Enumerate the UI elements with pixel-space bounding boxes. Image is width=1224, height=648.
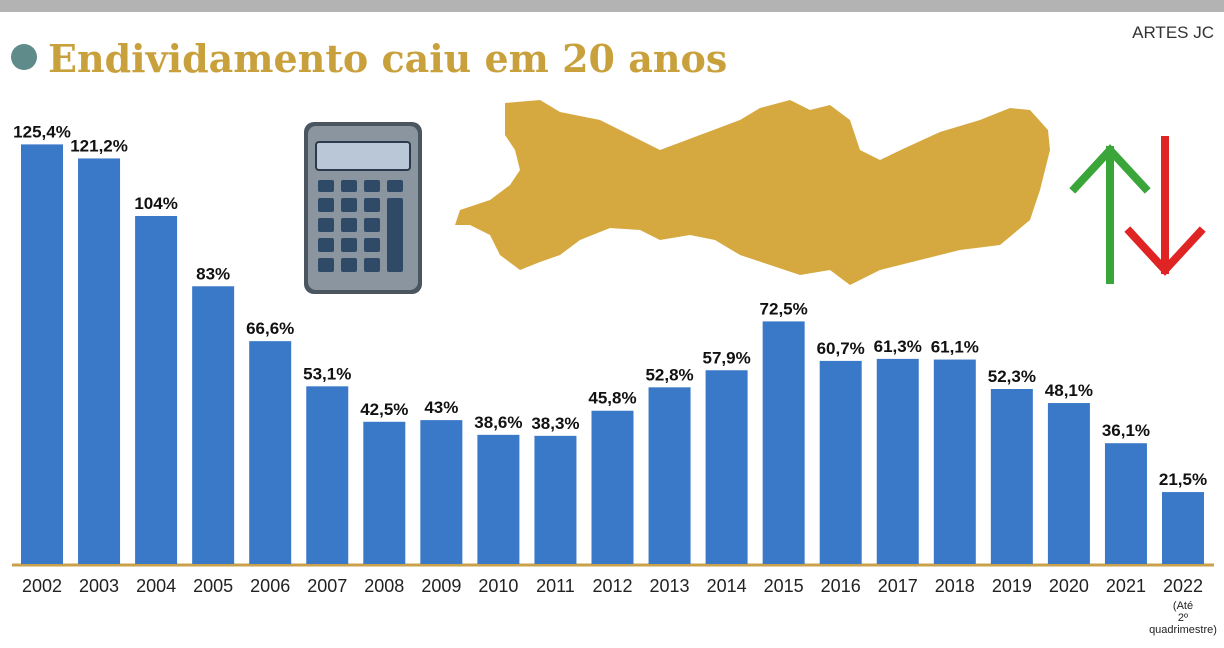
bar [363, 421, 406, 564]
bar [933, 359, 976, 564]
x-tick-label: 2012 [592, 576, 632, 596]
value-label: 125,4% [13, 122, 71, 141]
value-label: 72,5% [760, 299, 808, 318]
bar [819, 360, 862, 564]
bar [705, 370, 748, 564]
value-label: 121,2% [70, 136, 128, 155]
bar [78, 158, 121, 564]
map-shape [455, 100, 1050, 285]
x-note: (Até 2º quadrimestre) [1133, 600, 1224, 636]
x-tick-label: 2009 [421, 576, 461, 596]
bar [648, 387, 691, 564]
calculator-icon [304, 122, 422, 294]
bar [135, 216, 178, 564]
bar [534, 435, 577, 564]
top-band [0, 0, 1224, 12]
x-tick-label: 2008 [364, 576, 404, 596]
value-label: 52,8% [645, 365, 693, 384]
arrows-icon [1069, 136, 1206, 284]
bar [21, 144, 63, 564]
value-label: 21,5% [1159, 470, 1207, 489]
value-label: 61,1% [931, 338, 979, 357]
value-label: 45,8% [588, 389, 636, 408]
x-note-line: 2º [1177, 612, 1189, 624]
bar [1047, 403, 1090, 564]
value-label: 43% [424, 398, 458, 417]
x-tick-label: 2002 [22, 576, 62, 596]
title-bullet [11, 44, 37, 70]
bar [876, 358, 919, 564]
value-label: 60,7% [817, 339, 865, 358]
x-tick-label: 2004 [136, 576, 176, 596]
x-tick-label: 2011 [536, 576, 575, 596]
bar [192, 286, 235, 564]
bar [249, 341, 292, 564]
x-note-line: (Até [1172, 600, 1194, 612]
value-label: 53,1% [303, 364, 351, 383]
bar [420, 420, 463, 564]
value-label: 57,9% [702, 348, 750, 367]
x-tick-label: 2006 [250, 576, 290, 596]
x-tick-label: 2005 [193, 576, 233, 596]
bar [1104, 443, 1147, 564]
value-label: 36,1% [1102, 421, 1150, 440]
x-tick-label: 2010 [478, 576, 518, 596]
x-tick-label: 2014 [707, 576, 747, 596]
x-tick-label: 2020 [1049, 576, 1089, 596]
x-tick-label: 2018 [935, 576, 975, 596]
credit: ARTES JC [1132, 23, 1214, 42]
bar [477, 434, 520, 564]
bar [990, 388, 1033, 564]
value-label: 61,3% [874, 337, 922, 356]
value-label: 38,3% [531, 414, 579, 433]
value-label: 104% [134, 194, 177, 213]
bar [306, 386, 349, 564]
x-tick-label: 2007 [307, 576, 347, 596]
value-label: 48,1% [1045, 381, 1093, 400]
chart-title: Endividamento caiu em 20 anos [48, 36, 727, 81]
bar [762, 321, 805, 564]
value-label: 42,5% [360, 400, 408, 419]
x-tick-label: 2021 [1106, 576, 1146, 596]
value-label: 52,3% [988, 367, 1036, 386]
bar [591, 410, 634, 564]
x-tick-label: 2022 [1163, 576, 1203, 596]
x-tick-label: 2017 [878, 576, 918, 596]
x-tick-label: 2016 [821, 576, 861, 596]
value-label: 66,6% [246, 319, 294, 338]
x-note-line: quadrimestre) [1149, 624, 1217, 636]
x-tick-label: 2019 [992, 576, 1032, 596]
value-label: 83% [196, 264, 230, 283]
bar [1162, 492, 1204, 564]
x-tick-label: 2013 [650, 576, 690, 596]
x-tick-label: 2003 [79, 576, 119, 596]
x-tick-label: 2015 [764, 576, 804, 596]
value-label: 38,6% [474, 413, 522, 432]
